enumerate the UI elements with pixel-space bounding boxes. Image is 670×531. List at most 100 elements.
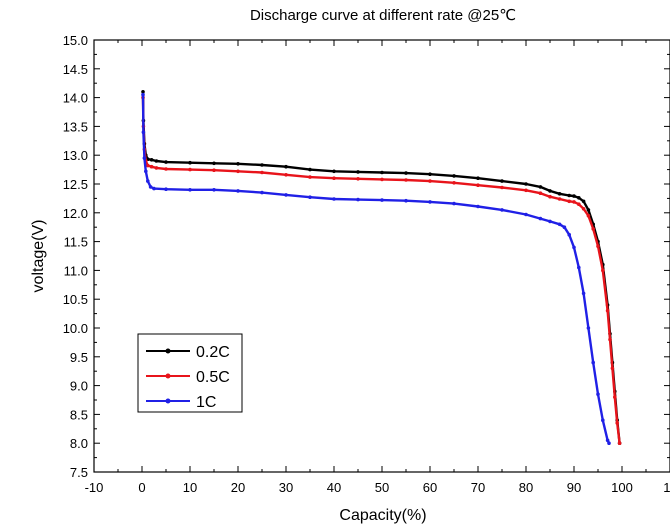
data-point [610,366,615,371]
data-point [581,207,586,211]
data-point [260,170,264,175]
data-point [607,441,611,446]
series-1c [141,92,611,446]
legend-label-0-2c: 0.2C [196,344,230,361]
x-tick-label: 70 [471,480,485,495]
data-point [562,225,567,229]
data-point [260,163,264,167]
data-point [567,199,571,204]
data-point [332,176,336,180]
data-point [148,185,153,189]
x-tick-label: 50 [375,480,389,495]
data-point [428,172,432,176]
x-tick-labels: -10 0 10 20 30 40 50 60 70 80 90 100 11 [85,480,670,495]
legend-box [137,333,243,413]
data-point [524,182,528,186]
data-point [548,219,552,224]
data-point [524,212,528,217]
data-point [428,200,432,204]
x-tick-label: 100 [611,480,633,495]
data-point [141,90,145,94]
data-point [476,204,480,209]
data-point [380,170,384,175]
data-point [572,245,576,250]
data-point [308,167,312,172]
data-point [144,169,148,174]
data-point [404,171,408,175]
legend-items: 0.2C 0.5C 1C [146,344,230,411]
tick-marks [93,39,670,473]
x-tick-label: 60 [423,480,437,495]
y-tick-label: 15.0 [63,33,88,48]
data-point [452,181,456,185]
data-point [557,192,562,196]
data-point [149,158,154,162]
x-tick-label: 11 [663,480,670,495]
data-point [154,166,159,170]
data-point [538,191,543,195]
data-point [284,193,288,197]
data-point [236,162,240,166]
data-point [452,174,456,178]
data-point [567,193,571,198]
data-point [152,186,156,191]
data-point [404,198,408,203]
data-point [356,177,360,181]
y-tick-label: 10.5 [63,292,88,307]
x-tick-label: 80 [519,480,533,495]
data-point [476,176,480,180]
x-tick-label: 10 [183,480,197,495]
data-point [142,156,147,160]
data-point [452,201,456,206]
data-point [260,190,264,195]
data-point [380,198,384,202]
legend-marker-0-2c [165,348,171,354]
data-point [586,208,591,212]
data-point [332,169,336,174]
series-line-0-5c [141,97,621,444]
data-point [476,183,480,187]
y-tick-label: 14.0 [63,91,88,106]
data-point [404,178,408,182]
x-tick-label: 90 [567,480,581,495]
y-tick-label: 12.0 [63,206,88,221]
data-point [308,195,312,199]
data-point [308,175,312,179]
data-point [613,395,617,399]
data-point [601,418,605,423]
series-layer [141,90,622,446]
data-point [608,337,612,342]
y-tick-label: 13.5 [63,119,88,134]
data-point [500,208,504,212]
data-point [524,188,528,193]
legend-marker-1c [165,398,171,404]
data-point [332,197,336,201]
data-point [236,189,240,193]
x-axis-title: Capacity(%) [339,507,426,524]
data-point [236,169,240,174]
data-point [164,167,168,171]
data-point [356,170,360,174]
y-tick-label: 11.0 [64,263,88,278]
data-point [596,244,600,248]
data-point [188,167,192,172]
data-point [577,202,581,206]
data-point [586,326,591,330]
data-point [141,130,146,134]
data-point [212,188,216,192]
y-axis-title: voltage(V) [30,220,47,293]
data-point [164,187,168,191]
data-point [586,213,591,218]
x-tick-label: 30 [279,480,293,495]
data-point [538,216,543,221]
data-point [188,188,192,192]
y-tick-label: 12.5 [63,177,88,192]
legend-label-0-5c: 0.5C [196,369,230,386]
data-point [557,197,562,201]
data-point [605,438,610,443]
y-tick-label: 7.5 [70,465,88,480]
data-point [500,185,504,190]
data-point [615,421,619,425]
data-point [428,179,432,183]
